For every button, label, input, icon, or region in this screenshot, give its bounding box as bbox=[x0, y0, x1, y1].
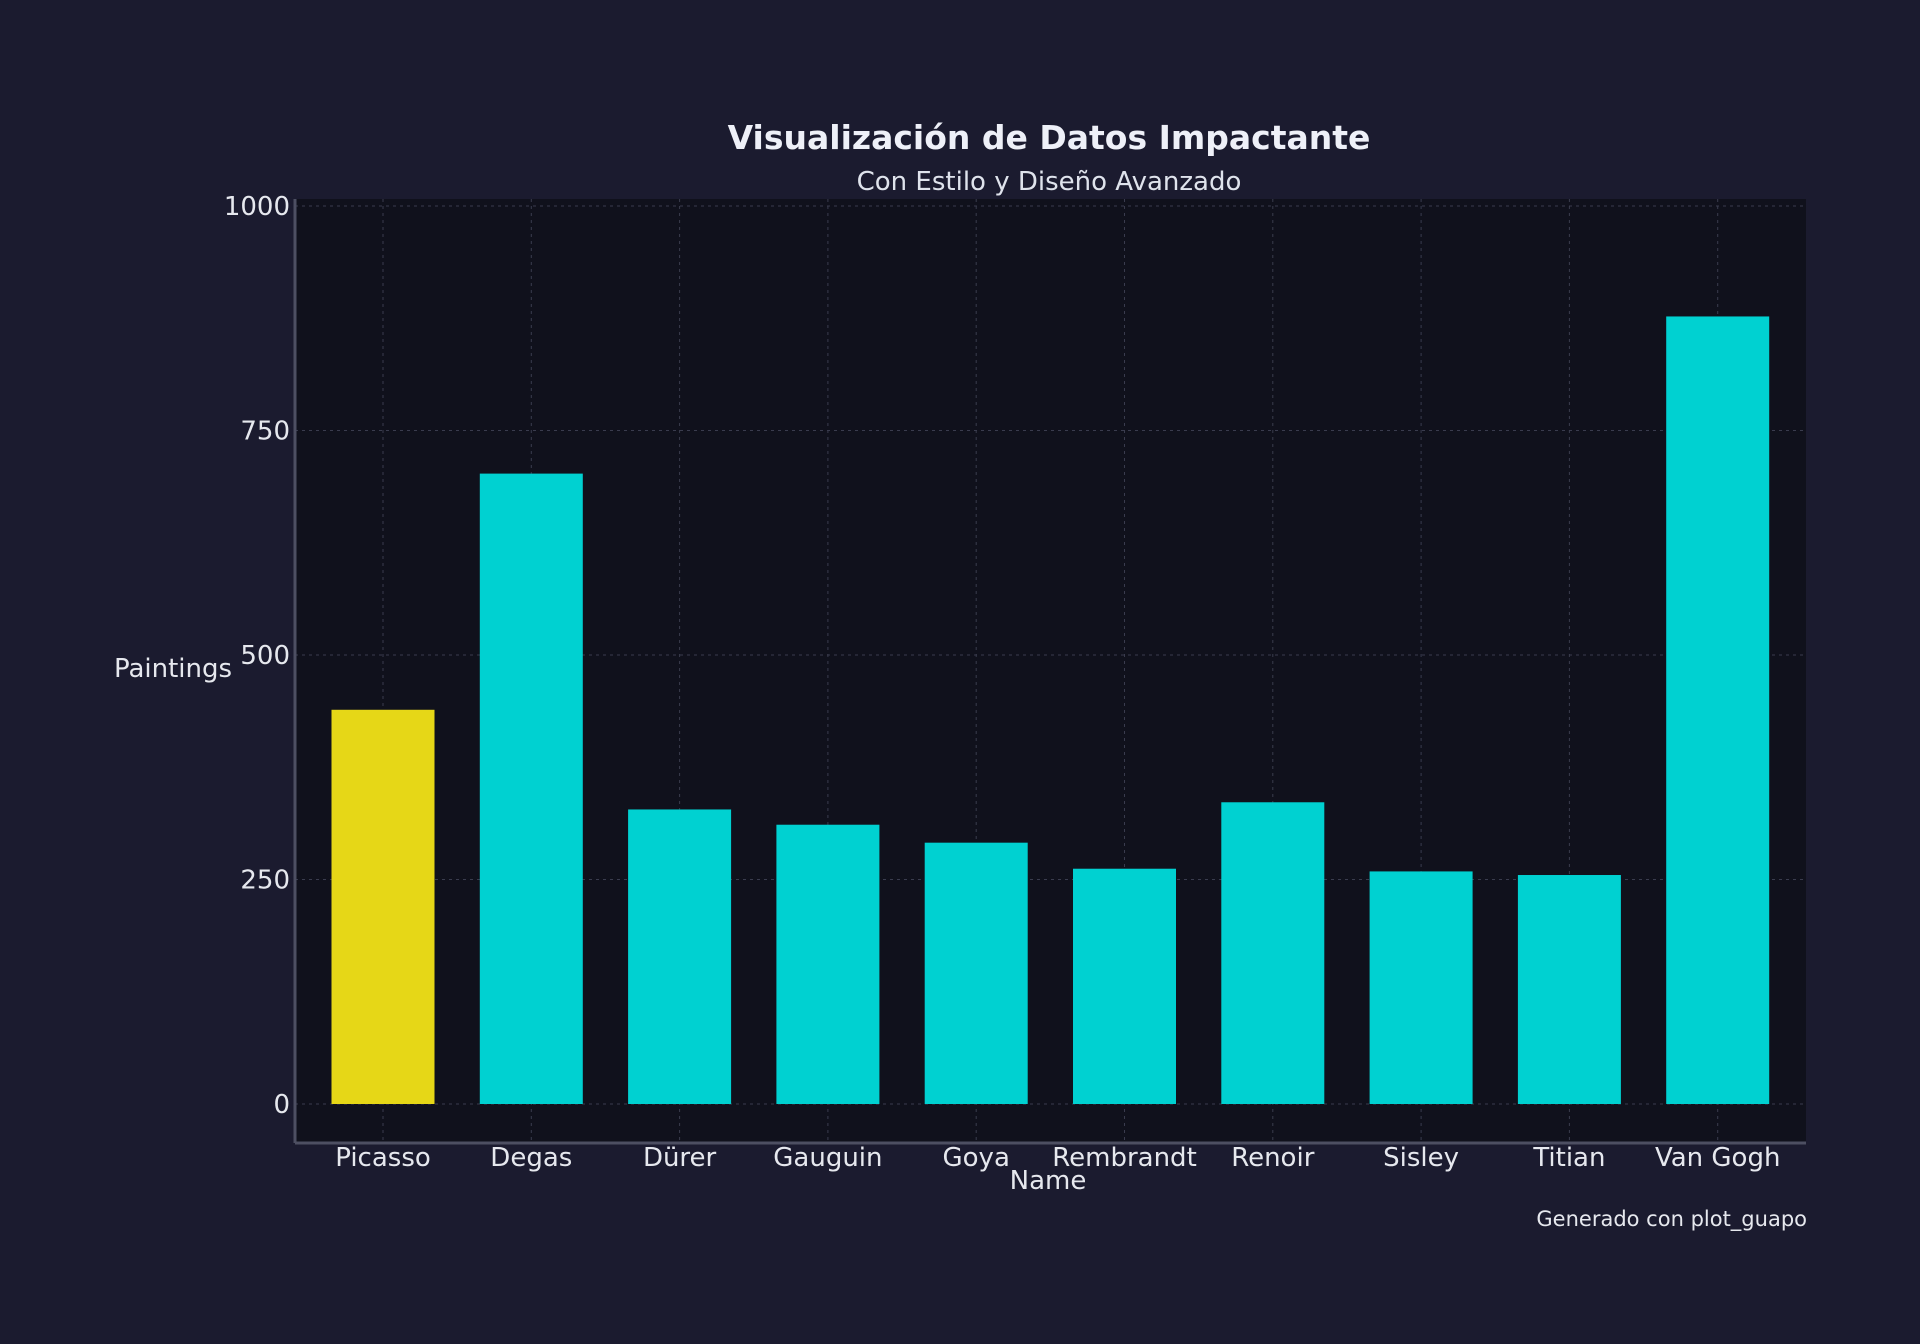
bar-degas bbox=[479, 473, 583, 1104]
chart-subtitle: Con Estilo y Diseño Avanzado bbox=[857, 167, 1242, 197]
bar-renoir bbox=[1221, 802, 1325, 1104]
x-tick-label: Renoir bbox=[1231, 1143, 1315, 1173]
x-tick-label: Dürer bbox=[643, 1143, 717, 1173]
bar-dürer bbox=[628, 809, 732, 1104]
x-tick-label: Rembrandt bbox=[1052, 1143, 1197, 1173]
x-tick-label: Goya bbox=[943, 1143, 1010, 1173]
x-tick-label: Titian bbox=[1532, 1143, 1605, 1173]
y-tick-label: 750 bbox=[240, 417, 290, 447]
bar-goya bbox=[924, 842, 1028, 1104]
y-tick-label: 0 bbox=[273, 1090, 290, 1120]
x-tick-label: Gauguin bbox=[773, 1143, 882, 1173]
tick-labels: 0 250 500 750 1000 Picasso Degas Dürer Gauguin Go… bbox=[224, 192, 1781, 1173]
bar-picasso bbox=[331, 709, 435, 1104]
y-tick-label: 250 bbox=[240, 866, 290, 896]
axes bbox=[293, 199, 1806, 1145]
y-tick-label: 500 bbox=[240, 641, 290, 671]
x-axis-title: Name bbox=[1010, 1166, 1087, 1196]
bar-van-gogh bbox=[1666, 316, 1770, 1105]
y-axis-title: Paintings bbox=[114, 654, 232, 684]
x-tick-label: Sisley bbox=[1383, 1143, 1459, 1173]
x-tick-label: Degas bbox=[490, 1143, 572, 1173]
bar-sisley bbox=[1369, 871, 1473, 1104]
bar-gauguin bbox=[776, 824, 880, 1104]
x-tick-label: Picasso bbox=[335, 1143, 431, 1173]
bar-rembrandt bbox=[1073, 868, 1176, 1104]
bars bbox=[331, 316, 1770, 1105]
x-tick-label: Van Gogh bbox=[1655, 1143, 1780, 1173]
bar-titian bbox=[1517, 875, 1621, 1104]
chart-caption: Generado con plot_guapo bbox=[1536, 1207, 1807, 1232]
y-tick-label: 1000 bbox=[224, 192, 290, 222]
chart-title: Visualización de Datos Impactante bbox=[728, 118, 1371, 157]
